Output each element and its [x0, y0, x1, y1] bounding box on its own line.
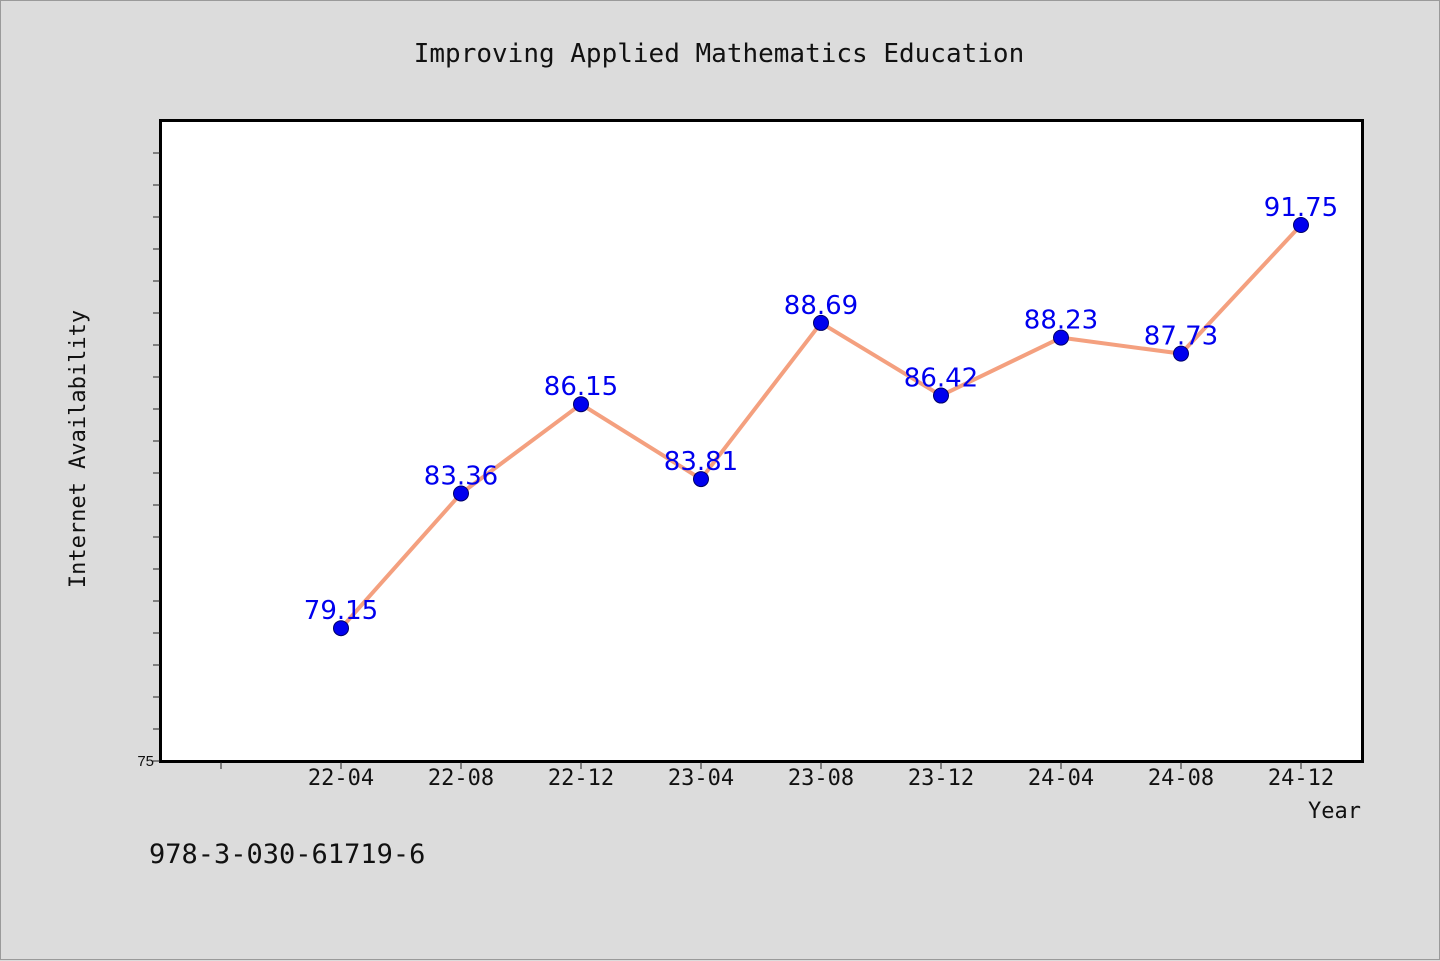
- y-tick-label: 75: [137, 753, 154, 770]
- data-label: 86.42: [904, 364, 978, 394]
- x-tick-label: 22-08: [428, 766, 494, 791]
- data-label: 88.69: [784, 291, 858, 321]
- x-tick-label: 23-12: [908, 766, 974, 791]
- data-point: [693, 471, 709, 488]
- x-tick-label: 23-08: [788, 766, 854, 791]
- data-label: 86.15: [544, 372, 618, 402]
- x-axis-ticks: 22-04 22-08 22-12 23-04 23-08 23-12 24-04 24-08…: [220, 762, 1334, 791]
- data-point: [333, 620, 349, 637]
- data-label: 87.73: [1144, 322, 1218, 352]
- x-tick-label: 24-12: [1268, 766, 1334, 791]
- isbn-text: 978-3-030-61719-6: [149, 839, 425, 870]
- series-line-group: 79.15 83.36 86.15 83.81 88.69 86.42 88.23 87.73…: [304, 193, 1338, 637]
- data-label: 91.75: [1264, 193, 1338, 223]
- chart-title: Improving Applied Mathematics Education: [414, 39, 1024, 69]
- data-point: [1053, 329, 1069, 346]
- x-tick-label: 22-04: [308, 766, 374, 791]
- x-tick-label: 23-04: [668, 766, 734, 791]
- y-axis-ticks: 75: [137, 152, 160, 770]
- data-point: [933, 387, 949, 404]
- x-tick-label: 24-04: [1028, 766, 1094, 791]
- x-tick-label: 24-08: [1148, 766, 1214, 791]
- data-label: 83.81: [664, 447, 738, 477]
- y-axis-label: Internet Availability: [66, 310, 91, 588]
- data-label: 83.36: [424, 461, 498, 491]
- data-point: [813, 314, 829, 331]
- x-axis-label: Year: [1308, 799, 1361, 824]
- data-point: [1173, 345, 1189, 362]
- plot-area: [159, 119, 1364, 763]
- data-point: [453, 485, 469, 502]
- data-point: [573, 396, 589, 413]
- x-tick-label: 22-12: [548, 766, 614, 791]
- data-point: [1293, 217, 1309, 233]
- data-label: 88.23: [1024, 306, 1098, 336]
- data-label: 79.15: [304, 596, 378, 626]
